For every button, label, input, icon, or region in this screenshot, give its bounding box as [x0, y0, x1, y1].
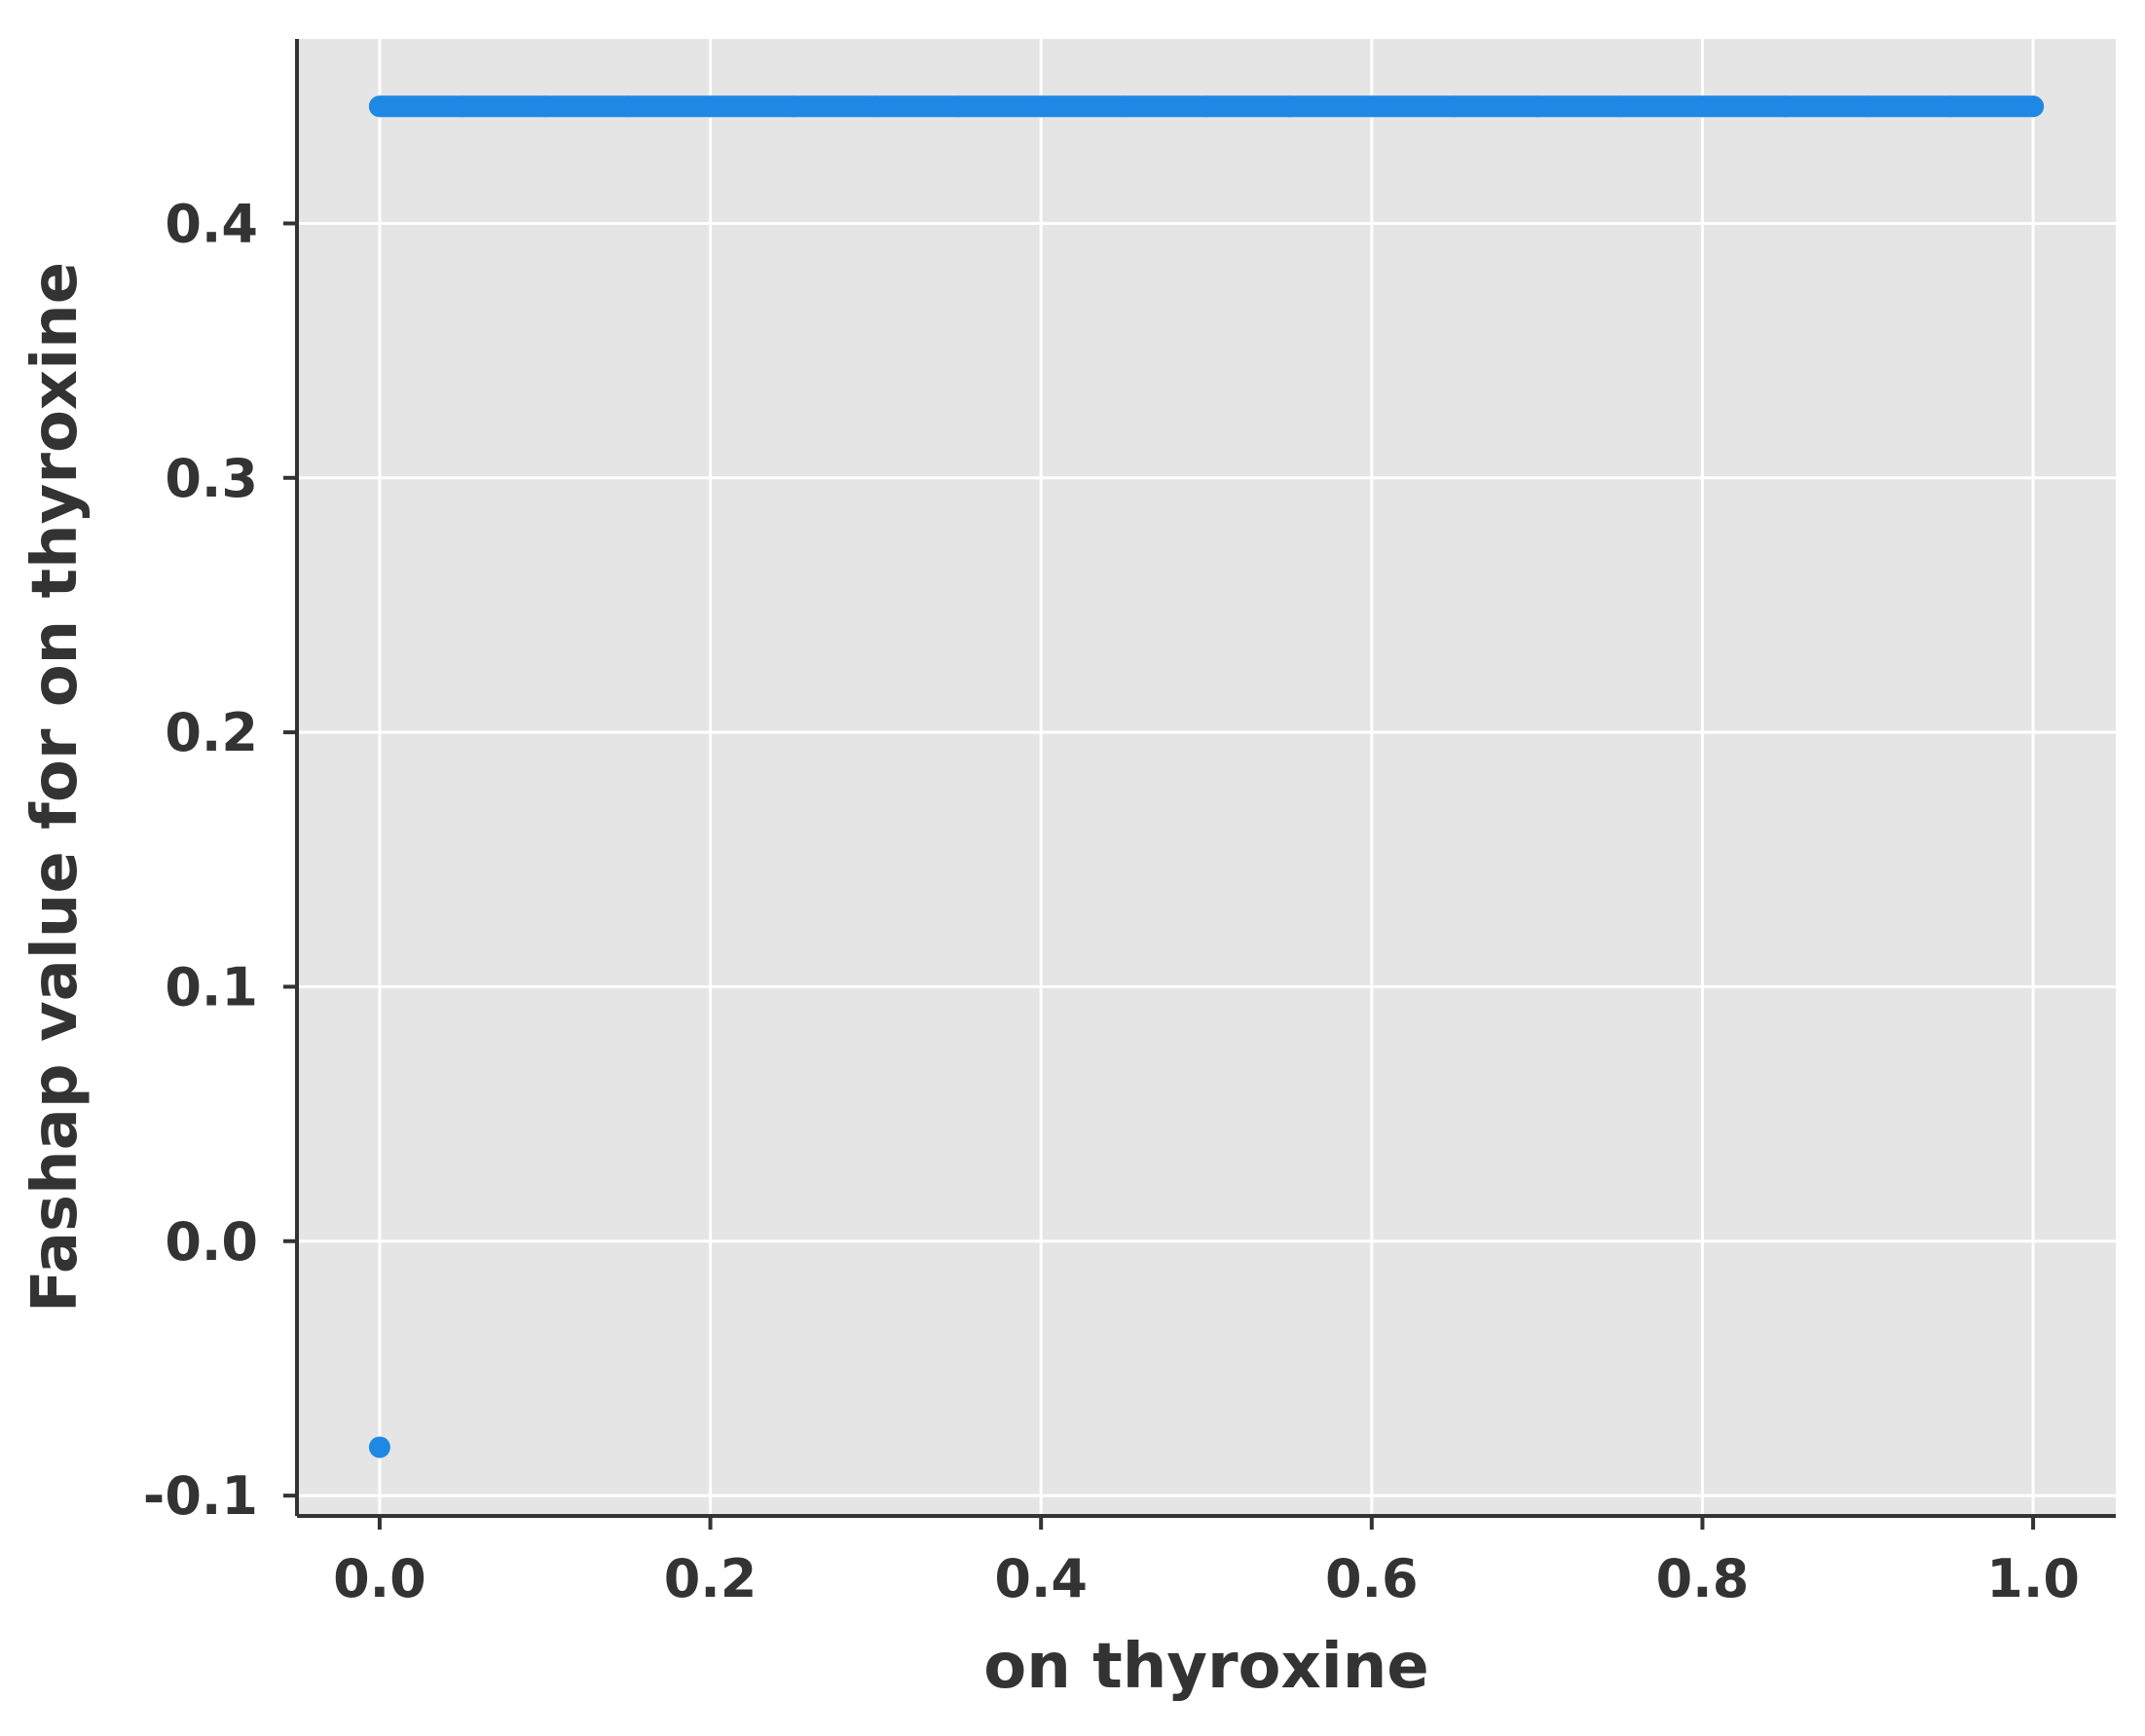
- axes: [295, 39, 2116, 1518]
- data-point: [451, 95, 473, 118]
- data-point: [1196, 95, 1217, 118]
- data-point: [1691, 95, 1714, 118]
- data-points: [368, 95, 2045, 1459]
- data-point: [2022, 95, 2045, 118]
- data-point: [616, 95, 639, 118]
- y-tick-label: 0.3: [165, 448, 258, 509]
- data-point: [1443, 95, 1465, 118]
- y-tick-label: 0.4: [165, 193, 258, 254]
- data-point: [1774, 95, 1796, 118]
- y-tick-label: 0.0: [165, 1211, 258, 1273]
- y-tick-label: 0.2: [165, 702, 258, 763]
- x-tick-label: 0.2: [664, 1548, 758, 1609]
- ticks: 0.0 0.2 0.4 0.6 0.8 1.0 -0.1 0.0 0.1 0.2 0.3 0.4: [143, 193, 2080, 1609]
- x-tick-label: 0.0: [333, 1548, 426, 1609]
- plot-background: [297, 39, 2116, 1516]
- data-point: [1277, 95, 1300, 118]
- data-point: [1857, 95, 1879, 118]
- x-axis-label: on thyroxine: [983, 1631, 1428, 1703]
- x-tick-label: 1.0: [1986, 1548, 2080, 1609]
- data-point: [368, 95, 390, 118]
- data-point: [1030, 95, 1053, 118]
- data-point: [947, 95, 970, 118]
- data-point: [1609, 95, 1631, 118]
- data-point: [865, 95, 887, 118]
- y-axis-label: Fashap value for on thyroxine: [19, 262, 92, 1312]
- data-point: [1940, 95, 1962, 118]
- x-tick-label: 0.6: [1325, 1548, 1419, 1609]
- data-point: [782, 95, 804, 118]
- data-point: [1526, 95, 1548, 118]
- x-tick-label: 0.8: [1656, 1548, 1750, 1609]
- grid-lines: [297, 39, 2116, 1516]
- data-point: [699, 95, 721, 118]
- y-tick-label: 0.1: [165, 956, 258, 1017]
- data-point: [368, 1436, 390, 1459]
- y-tick-label: -0.1: [143, 1465, 258, 1527]
- data-point: [1360, 95, 1383, 118]
- x-tick-label: 0.4: [994, 1548, 1088, 1609]
- data-point: [534, 95, 556, 118]
- data-point: [1113, 95, 1135, 118]
